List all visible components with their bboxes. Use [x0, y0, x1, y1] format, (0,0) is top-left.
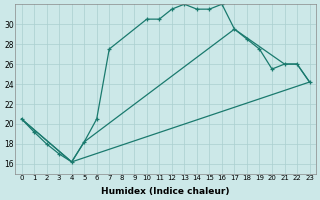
X-axis label: Humidex (Indice chaleur): Humidex (Indice chaleur): [101, 187, 230, 196]
